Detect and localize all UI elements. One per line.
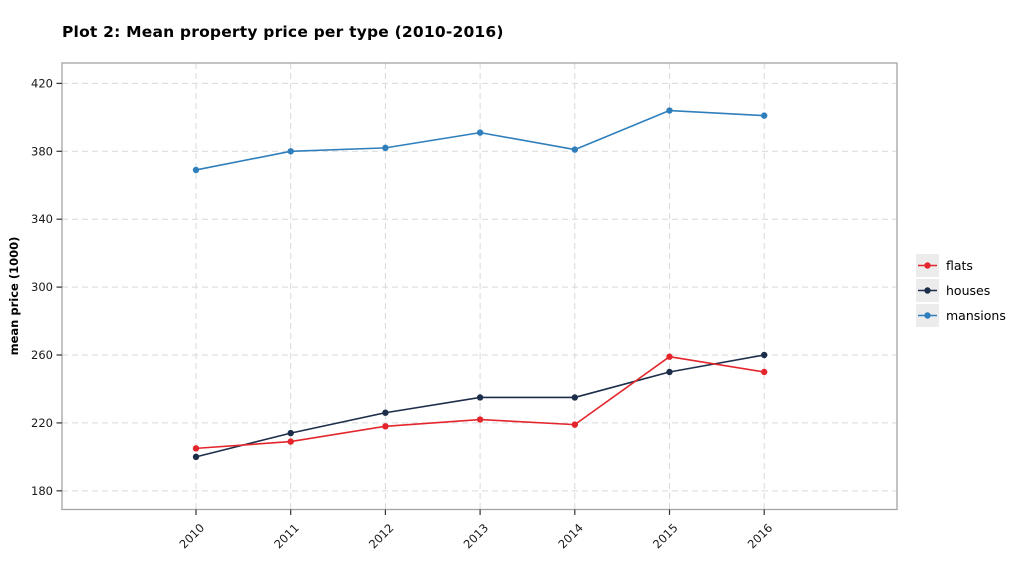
x-tick-label: 2011: [271, 521, 302, 552]
series-point-mansions: [476, 129, 484, 136]
y-axis-label: mean price (1000): [7, 236, 21, 356]
legend-point-icon: [924, 287, 931, 294]
legend-label-flats: flats: [946, 258, 973, 273]
legend-sample-icon: [918, 262, 937, 269]
y-tick-label: 260: [31, 348, 53, 362]
series-point-mansions: [571, 146, 578, 153]
x-tick-label: 2014: [555, 521, 586, 552]
y-tick-label: 340: [31, 212, 53, 226]
y-tick-label: 180: [31, 484, 53, 498]
series-point-flats: [192, 445, 200, 452]
x-tick-label: 2010: [177, 521, 208, 552]
series-point-flats: [287, 438, 294, 445]
series-point-houses: [382, 409, 389, 416]
legend-sample-icon: [918, 287, 937, 294]
series-point-mansions: [666, 107, 673, 114]
legend-item-mansions: mansions: [916, 304, 1006, 327]
series-point-houses: [192, 453, 200, 461]
series-point-mansions: [192, 166, 200, 174]
y-tick-label: 300: [31, 280, 53, 294]
series-point-houses: [666, 368, 673, 376]
series-point-mansions: [761, 112, 768, 119]
legend-item-houses: houses: [916, 279, 1006, 302]
legend-key-flats: [916, 254, 939, 277]
series-point-houses: [571, 394, 578, 401]
legend-label-mansions: mansions: [946, 308, 1006, 323]
series-point-flats: [666, 353, 673, 360]
series-point-houses: [476, 394, 484, 401]
legend-label-houses: houses: [946, 283, 991, 298]
legend-key-houses: [916, 279, 939, 302]
legend: flats houses mansions: [916, 254, 1006, 327]
series-point-flats: [476, 416, 484, 423]
y-tick-label: 220: [31, 416, 53, 430]
legend-key-mansions: [916, 304, 939, 327]
x-tick-label: 2015: [650, 521, 681, 552]
x-tick-label: 2012: [366, 521, 397, 552]
series-point-flats: [761, 368, 768, 376]
x-tick-label: 2016: [745, 521, 776, 552]
y-tick-label: 420: [31, 76, 53, 90]
legend-item-flats: flats: [916, 254, 1006, 277]
legend-point-icon: [924, 312, 931, 319]
series-point-mansions: [382, 144, 389, 152]
x-tick-label: 2013: [461, 521, 492, 552]
series-point-houses: [287, 429, 294, 437]
series-point-flats: [571, 421, 578, 428]
series-point-flats: [382, 423, 389, 430]
series-point-houses: [761, 351, 768, 359]
legend-point-icon: [924, 262, 931, 269]
series-line-mansions: [195, 109, 765, 171]
y-tick-label: 380: [31, 144, 53, 158]
legend-sample-icon: [918, 312, 937, 319]
chart-title: Plot 2: Mean property price per type (20…: [62, 23, 504, 41]
series-point-mansions: [287, 148, 294, 155]
